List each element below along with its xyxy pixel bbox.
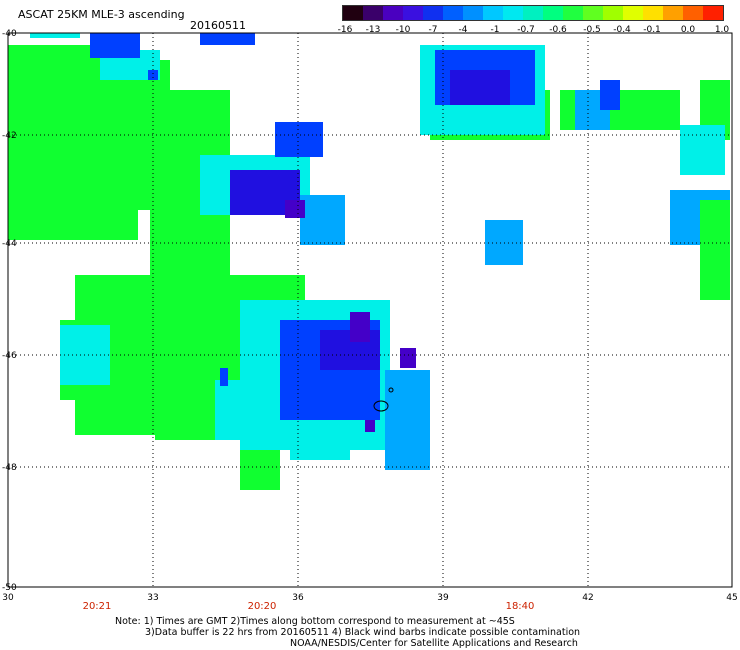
grid-lines <box>8 33 732 587</box>
colorbar-swatch <box>663 6 683 20</box>
colorbar-swatch <box>563 6 583 20</box>
lon-label: 39 <box>437 593 449 603</box>
wind-cell <box>290 440 350 460</box>
wind-cell <box>330 370 380 420</box>
note-line-3: NOAA/NESDIS/Center for Satellite Applica… <box>290 638 578 649</box>
colorbar-label: -0.1 <box>643 25 661 35</box>
wind-cell <box>365 420 375 432</box>
contamination-dot <box>388 387 394 393</box>
time-label: 20:21 <box>83 601 112 612</box>
colorbar-swatch <box>363 6 383 20</box>
wind-cell <box>285 200 305 218</box>
plot-frame <box>7 32 733 588</box>
wind-cell <box>300 195 345 245</box>
colorbar-label: -13 <box>365 25 381 35</box>
wind-cell <box>385 370 430 470</box>
colorbar-label: -0.7 <box>517 25 535 35</box>
lat-label: -50 <box>2 583 17 593</box>
colorbar-label: -0.4 <box>613 25 631 35</box>
colorbar-label: -7 <box>428 25 438 35</box>
lat-label: -42 <box>2 131 17 141</box>
wind-cell <box>680 125 725 175</box>
colorbar-label: -10 <box>395 25 411 35</box>
colorbar-swatch <box>443 6 463 20</box>
colorbar-swatch <box>343 6 363 20</box>
lon-label: 33 <box>147 593 158 603</box>
colorbar-swatch <box>403 6 423 20</box>
lon-label: 36 <box>292 593 304 603</box>
wind-cell <box>148 70 158 80</box>
colorbar-labels: -16 -13 -10 -7 -4 -1 -0.7 -0.6 -0.5 -0.4 -0.1 0.0 1.… <box>330 25 740 37</box>
colorbar-swatch <box>683 6 703 20</box>
wind-cell <box>400 348 416 368</box>
lat-label: -44 <box>2 239 17 249</box>
colorbar-swatch <box>503 6 523 20</box>
wind-cell <box>90 33 140 58</box>
colorbar-swatch <box>383 6 403 20</box>
colorbar-swatch <box>703 6 723 20</box>
wind-cell <box>450 70 510 105</box>
colorbar-label: -0.6 <box>549 25 567 35</box>
colorbar-label: -0.5 <box>583 25 601 35</box>
colorbar-swatch <box>483 6 503 20</box>
wind-cell <box>350 312 370 342</box>
colorbar-swatch <box>423 6 443 20</box>
colorbar-swatch <box>463 6 483 20</box>
wind-cell <box>700 200 730 300</box>
data-layer <box>8 33 730 490</box>
time-label: 20:20 <box>248 601 277 612</box>
lat-label: -46 <box>2 351 17 361</box>
map-title: ASCAT 25KM MLE-3 ascending <box>18 8 185 21</box>
lon-label: 30 <box>2 593 14 603</box>
colorbar-label: -1 <box>490 25 500 35</box>
wind-cell <box>275 122 323 157</box>
lon-label: 42 <box>582 593 593 603</box>
colorbar-label: -16 <box>337 25 353 35</box>
time-label: 18:40 <box>506 601 535 612</box>
colorbar-swatch <box>603 6 623 20</box>
lat-label: -48 <box>2 463 17 473</box>
colorbar-swatch <box>543 6 563 20</box>
contamination-marks <box>373 387 394 412</box>
contamination-contour <box>373 400 389 412</box>
wind-cell <box>200 33 255 45</box>
lon-label: 45 <box>726 593 737 603</box>
colorbar <box>342 5 724 21</box>
note-line-1: Note: 1) Times are GMT 2)Times along bot… <box>115 616 515 627</box>
note-line-2: 3)Data buffer is 22 hrs from 20160511 4)… <box>145 627 581 638</box>
colorbar-swatch <box>643 6 663 20</box>
map-date: 20160511 <box>190 19 246 32</box>
colorbar-swatch <box>523 6 543 20</box>
colorbar-label: -4 <box>458 25 468 35</box>
wind-cell <box>600 80 620 110</box>
wind-cell <box>215 380 275 440</box>
colorbar-swatch <box>623 6 643 20</box>
colorbar-label: 0.0 <box>680 25 696 35</box>
colorbar-label: 1.0 <box>714 25 730 35</box>
wind-cell <box>30 33 80 38</box>
colorbar-swatch <box>583 6 603 20</box>
lat-label: -40 <box>2 29 17 39</box>
wind-cell <box>220 368 228 386</box>
